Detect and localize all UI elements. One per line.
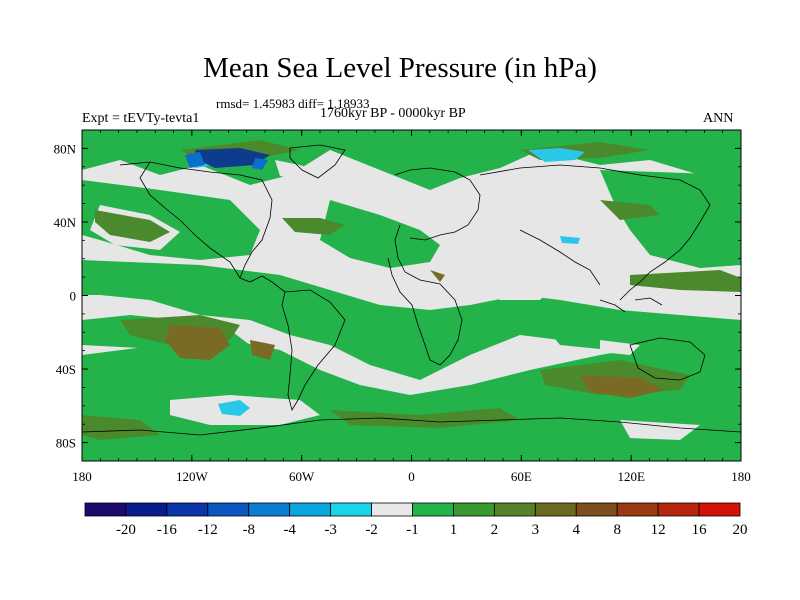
lat-tick-label: 0	[70, 289, 77, 304]
colorbar-label: -4	[283, 522, 296, 538]
colorbar-box	[289, 502, 332, 517]
colorbar-label: 1	[450, 522, 458, 538]
lon-tick-label: 180	[731, 469, 751, 484]
period-label: 1760kyr BP - 0000kyr BP	[320, 106, 466, 121]
colorbar-box	[207, 502, 250, 517]
lat-tick-label: 80S	[56, 436, 76, 451]
colorbar-label: -1	[406, 522, 419, 538]
lat-tick-label: 40S	[56, 362, 76, 377]
colorbar-box	[453, 502, 495, 517]
colorbar-box	[575, 502, 618, 517]
colorbar-box	[166, 502, 209, 517]
colorbar-box	[616, 502, 659, 517]
colorbar-label: 3	[532, 522, 540, 538]
colorbar-box	[534, 502, 577, 517]
colorbar-label: 4	[573, 522, 581, 538]
colorbar-label: 2	[491, 522, 499, 538]
colorbar-label: -12	[198, 522, 218, 538]
lat-tick-label: 80N	[54, 141, 77, 156]
colorbar-box	[371, 502, 413, 517]
colorbar-label: -16	[157, 522, 177, 538]
colorbar-label: 8	[613, 522, 621, 538]
colorbar-label: -20	[116, 522, 136, 538]
colorbar-label: 12	[651, 522, 666, 538]
longitude-axis: 180 120W 60W 0 60E 120E 180	[72, 130, 751, 484]
positive-3-4-regions	[165, 270, 665, 398]
colorbar-box	[248, 502, 291, 517]
colorbar-label: -3	[324, 522, 337, 538]
lon-tick-label: 180	[72, 469, 92, 484]
lon-tick-label: 60E	[511, 469, 532, 484]
colorbar: -20 -16 -12 -8 -4 -3 -2 -1 1 2 3 4 8 12 16 20	[84, 502, 748, 538]
colorbar-label: 16	[692, 522, 708, 538]
figure-title: Mean Sea Level Pressure (in hPa)	[203, 52, 597, 84]
colorbar-label: 20	[733, 522, 748, 538]
colorbar-box	[493, 502, 536, 517]
colorbar-box	[698, 502, 741, 517]
negative-mid-regions	[185, 152, 268, 170]
colorbar-label: -8	[243, 522, 256, 538]
negative-deep-regions	[195, 148, 270, 168]
experiment-label: Expt = tEVTy-tevta1	[82, 111, 200, 126]
lat-tick-label: 40N	[54, 215, 77, 230]
lon-tick-label: 120W	[176, 469, 209, 484]
lon-tick-label: 120E	[617, 469, 645, 484]
colorbar-box	[330, 502, 372, 517]
colorbar-box	[125, 502, 168, 517]
colorbar-label: -2	[365, 522, 378, 538]
lon-tick-label: 60W	[289, 469, 315, 484]
season-label: ANN	[703, 111, 734, 126]
latitude-axis: 80N 40N 0 40S 80S	[54, 129, 741, 462]
map-field	[82, 130, 741, 461]
colorbar-box	[412, 502, 454, 517]
colorbar-box	[84, 502, 127, 517]
stats-label: rmsd= 1.45983 diff= 1.18933	[216, 96, 370, 111]
lon-tick-label: 0	[408, 469, 415, 484]
colorbar-box	[657, 502, 700, 517]
positive-2-3-regions	[82, 140, 741, 440]
coastlines	[82, 144, 741, 436]
